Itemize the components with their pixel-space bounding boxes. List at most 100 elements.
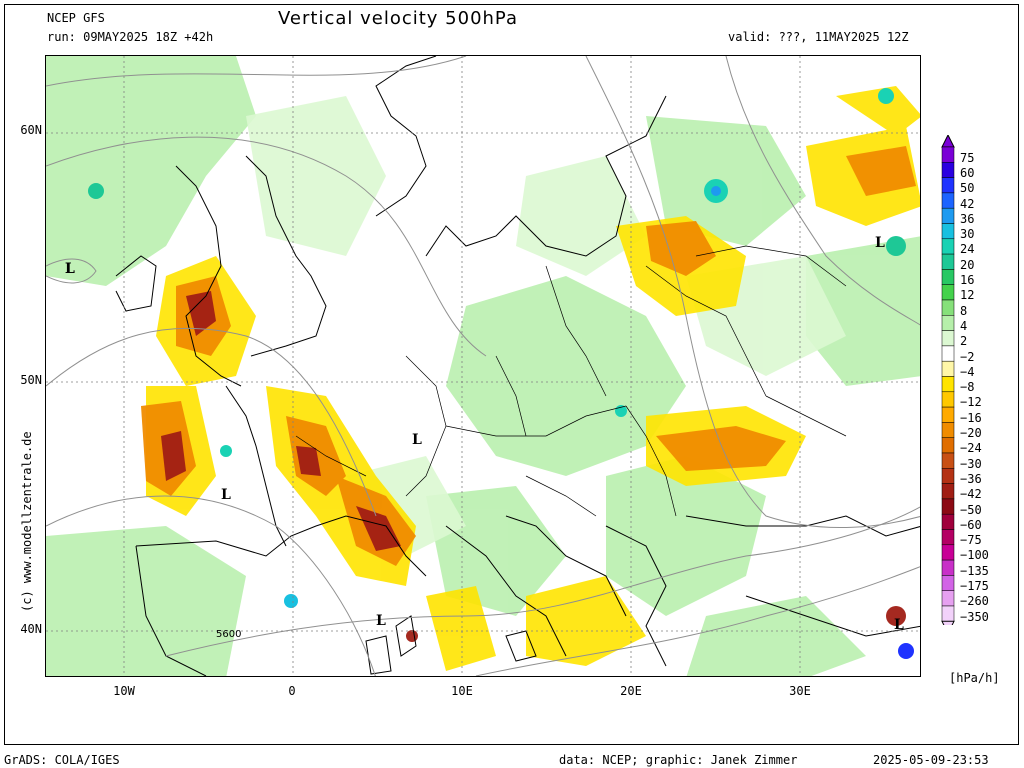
colorbar-swatch (941, 162, 955, 178)
colorbar-tick-label: −60 (960, 517, 982, 532)
colorbar-tick-label: −50 (960, 502, 982, 517)
colorbar-swatch (941, 253, 955, 270)
colorbar-tick-label: −24 (960, 441, 982, 456)
colorbar-unit: [hPa/h] (949, 671, 1000, 685)
colorbar-tick-label: −12 (960, 395, 982, 410)
model-name: NCEP GFS (47, 11, 105, 25)
colorbar-swatches (941, 135, 955, 625)
ascent-red (161, 291, 906, 642)
colorbar-tick-label: −135 (960, 563, 989, 578)
colorbar-tick-label: −20 (960, 426, 982, 441)
chart-title: Vertical velocity 500hPa (278, 8, 519, 29)
low-marker: L (376, 613, 386, 629)
colorbar-tick-label: 4 (960, 318, 968, 333)
colorbar-swatch (941, 146, 955, 163)
colorbar-tick-label: 20 (960, 257, 975, 272)
colorbar-tick-label: −350 (960, 609, 989, 624)
map-canvas: L L L L L L L 5600 (46, 56, 920, 676)
low-markers: L L L L L L L (65, 235, 904, 633)
lat-lon-grid (46, 56, 920, 676)
footer-timestamp: 2025-05-09-23:53 (873, 753, 989, 767)
colorbar-swatch (941, 330, 955, 347)
colorbar-swatch (941, 605, 955, 622)
colorbar-bottom-arrow (941, 620, 955, 625)
low-marker: L (65, 261, 75, 277)
footer-credit: data: NCEP; graphic: Janek Zimmer (559, 753, 798, 767)
colorbar-swatch (941, 575, 955, 591)
colorbar-swatch (941, 315, 955, 331)
colorbar-swatch (941, 360, 955, 377)
colorbar-tick-label: −4 (960, 364, 975, 379)
lon-label-20e: 20E (620, 684, 642, 698)
colorbar-swatch (941, 406, 955, 423)
footer-grads: GrADS: COLA/IGES (4, 753, 120, 767)
colorbar-swatch (941, 238, 955, 255)
colorbar-swatch (941, 376, 955, 393)
colorbar-swatch (941, 345, 955, 362)
lat-label-50n: 50N (20, 373, 42, 387)
colorbar-tick-label: 8 (960, 303, 968, 318)
colorbar-tick-label: 30 (960, 227, 975, 242)
colorbar-swatch (941, 437, 955, 454)
colorbar-swatch (941, 529, 955, 546)
colorbar-tick-label: −30 (960, 456, 982, 471)
colorbar-tick-label: −260 (960, 594, 989, 609)
colorbar-swatch (941, 299, 955, 316)
low-marker: L (894, 617, 904, 633)
colorbar-tick-label: 75 (960, 150, 975, 165)
borders (295, 245, 847, 517)
figure-frame (4, 4, 1019, 745)
colorbar-tick-label: 12 (960, 288, 975, 303)
coastlines (115, 56, 920, 676)
geopotential-contours (46, 56, 920, 676)
low-marker: L (65, 261, 75, 277)
low-marker: L (412, 432, 422, 448)
colorbar-swatch (941, 559, 955, 576)
lon-label-10e: 10E (451, 684, 473, 698)
colorbar-swatch (941, 590, 955, 607)
colorbar-swatch (941, 223, 955, 240)
copyright-text: (c) www.modellzentrale.de (20, 431, 34, 612)
colorbar-swatch (941, 498, 955, 515)
colorbar-swatch (941, 422, 955, 438)
colorbar-swatch (941, 468, 955, 484)
colorbar-tick-label: 24 (960, 242, 975, 257)
contour-label: 5600 (216, 629, 241, 640)
colorbar-tick-label: −36 (960, 471, 982, 486)
colorbar-tick-label: −75 (960, 533, 982, 548)
colorbar-tick-label: 2 (960, 334, 968, 349)
colorbar-swatch (941, 391, 955, 408)
colorbar-tick-label: −42 (960, 487, 982, 502)
colorbar-top-arrow (941, 135, 955, 148)
colorbar-tick-label: 50 (960, 181, 975, 196)
colorbar-swatch (941, 269, 955, 285)
colorbar-tick-label: 36 (960, 211, 975, 226)
colorbar-tick-label: −175 (960, 579, 989, 594)
colorbar-tick-label: −16 (960, 410, 982, 425)
colorbar-swatch (941, 177, 955, 194)
lat-label-40n: 40N (20, 622, 42, 636)
descent-blue (88, 88, 914, 659)
lon-label-30e: 30E (789, 684, 811, 698)
colorbar-swatch (941, 483, 955, 500)
colorbar-swatch (941, 452, 955, 469)
map-area: L L L L L L L 5600 (45, 55, 921, 677)
colorbar-swatch (941, 513, 955, 530)
low-marker: L (875, 235, 885, 251)
colorbar-tick-label: 60 (960, 165, 975, 180)
valid-time: valid: ???, 11MAY2025 12Z (728, 30, 909, 44)
colorbar-tick-label: −8 (960, 380, 975, 395)
lat-label-60n: 60N (20, 123, 42, 137)
colorbar-swatch (941, 544, 955, 561)
colorbar-swatch (941, 192, 955, 209)
lon-label-10w: 10W (113, 684, 135, 698)
colorbar-tick-label: 42 (960, 196, 975, 211)
run-info: run: 09MAY2025 18Z +42h (47, 30, 214, 44)
colorbar-swatch (941, 207, 955, 224)
colorbar-tick-label: −100 (960, 548, 989, 563)
colorbar-tick-label: −2 (960, 349, 975, 364)
low-marker: L (221, 487, 231, 503)
lon-label-0: 0 (288, 684, 296, 698)
velocity-field-green (46, 56, 920, 676)
colorbar: 75 60 50 42 36 30 24 20 16 12 8 4 2 −2 −4 −8 −12 −16 −20 −2… (940, 135, 1020, 625)
